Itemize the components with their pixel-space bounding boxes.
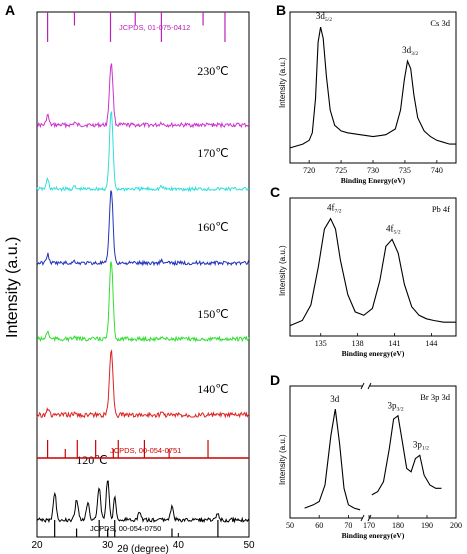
panel-a-xtick-label: 20 bbox=[31, 540, 43, 551]
panel-a-trace bbox=[36, 349, 250, 419]
panel-a-series-label: 150℃ bbox=[197, 307, 228, 321]
panel-b-xlabel: Binding Energy(eV) bbox=[341, 176, 406, 185]
panel-a-trace bbox=[36, 261, 250, 343]
panel-b-xtick-label: 735 bbox=[399, 166, 411, 175]
panel-letter-c: C bbox=[270, 184, 281, 200]
panel-letter-d: D bbox=[270, 372, 281, 388]
panel-a-xlabel: 2θ (degree) bbox=[117, 544, 169, 554]
panel-c-xtick-label: 141 bbox=[389, 339, 401, 348]
panel-d-xtick-label: 70 bbox=[344, 521, 352, 530]
panel-a-reference-label: JCPDS, 00-054-0751 bbox=[110, 446, 181, 455]
panel-c-xtick-label: 144 bbox=[425, 339, 437, 348]
panel-d-axis-break-gap bbox=[363, 384, 369, 388]
panel-d-title: Br 3p 3d bbox=[420, 392, 451, 402]
panel-d-spectrum bbox=[304, 409, 361, 511]
panel-c-peak-label: 4f5/2 bbox=[386, 223, 401, 235]
panel-d-xtick-label: 50 bbox=[286, 521, 294, 530]
panel-d-axis-break-mark bbox=[360, 382, 365, 390]
panel-b-xtick-label: 725 bbox=[335, 166, 347, 175]
panel-b-peak-label: 3d5/2 bbox=[316, 11, 332, 23]
panel-d-ylabel: Intensity (a.u.) bbox=[278, 434, 287, 485]
panel-d-peak-label: 3p1/2 bbox=[413, 439, 429, 451]
panel-b-xtick-label: 720 bbox=[303, 166, 315, 175]
panel-d-peak-label: 3d bbox=[330, 394, 340, 404]
panel-letter-a: A bbox=[5, 2, 16, 18]
panel-d-spectrum bbox=[371, 414, 442, 496]
panel-a-trace bbox=[36, 190, 250, 267]
panel-d-xlabel: Binding energy(eV) bbox=[342, 531, 405, 540]
panel-d-xtick-label: 170 bbox=[363, 521, 375, 530]
panel-d-xtick-label: 60 bbox=[315, 521, 323, 530]
panel-c-peak-label: 4f7/2 bbox=[327, 203, 342, 215]
panel-a-xtick-label: 30 bbox=[102, 540, 114, 551]
panel-c-spectrum bbox=[289, 217, 456, 327]
panel-a-trace bbox=[36, 111, 250, 193]
panel-b-spectrum bbox=[289, 26, 456, 149]
panel-c-ylabel: Intensity (a.u.) bbox=[278, 245, 287, 296]
panel-a-trace bbox=[36, 63, 250, 129]
panel-d-frame bbox=[289, 385, 457, 519]
panel-b-peak-label: 3d3/2 bbox=[402, 45, 418, 57]
panel-c-title: Pb 4f bbox=[432, 204, 450, 214]
panel-a-trace bbox=[36, 480, 250, 524]
panel-c-xtick-label: 135 bbox=[315, 339, 327, 348]
panel-a-xtick-label: 40 bbox=[173, 540, 185, 551]
panel-a-ylabel: Intensity (a.u.) bbox=[4, 236, 21, 338]
panel-a-series-label: 170℃ bbox=[197, 146, 228, 160]
panel-d-axis-break-mark bbox=[367, 514, 372, 522]
panel-a-reference-label: JCPDS, 01-075-0412 bbox=[119, 23, 190, 32]
panel-b-title: Cs 3d bbox=[430, 18, 450, 28]
panel-a-series-label: 230℃ bbox=[197, 64, 228, 78]
panel-a-series-label: 140℃ bbox=[197, 382, 228, 396]
panel-b-xtick-label: 740 bbox=[431, 166, 443, 175]
panel-d-xtick-label: 180 bbox=[392, 521, 404, 530]
panel-d-xtick-label: 190 bbox=[421, 521, 433, 530]
panel-letter-b: B bbox=[276, 2, 287, 18]
panel-c-frame bbox=[289, 197, 457, 337]
panel-c-xlabel: Binding energy(eV) bbox=[342, 349, 405, 358]
panel-d-axis-break-mark bbox=[367, 382, 372, 390]
panel-a-xtick-label: 50 bbox=[243, 540, 255, 551]
panel-b-ylabel: Intensity (a.u.) bbox=[278, 57, 287, 108]
panel-b-xtick-label: 730 bbox=[367, 166, 379, 175]
panel-d-axis-break-gap bbox=[363, 516, 369, 520]
panel-d-xtick-label: 200 bbox=[450, 521, 462, 530]
panel-d-axis-break-mark bbox=[360, 514, 365, 522]
panel-b-frame bbox=[289, 11, 457, 164]
panel-a-reference-label: JCPDS, 00-054-0750 bbox=[90, 524, 161, 533]
panel-a-series-label: 120℃ bbox=[76, 453, 107, 467]
panel-c-xtick-label: 138 bbox=[352, 339, 364, 348]
panel-d-peak-label: 3p3/2 bbox=[388, 401, 404, 413]
panel-a-series-label: 160℃ bbox=[197, 220, 228, 234]
panel-a-frame bbox=[36, 11, 250, 538]
